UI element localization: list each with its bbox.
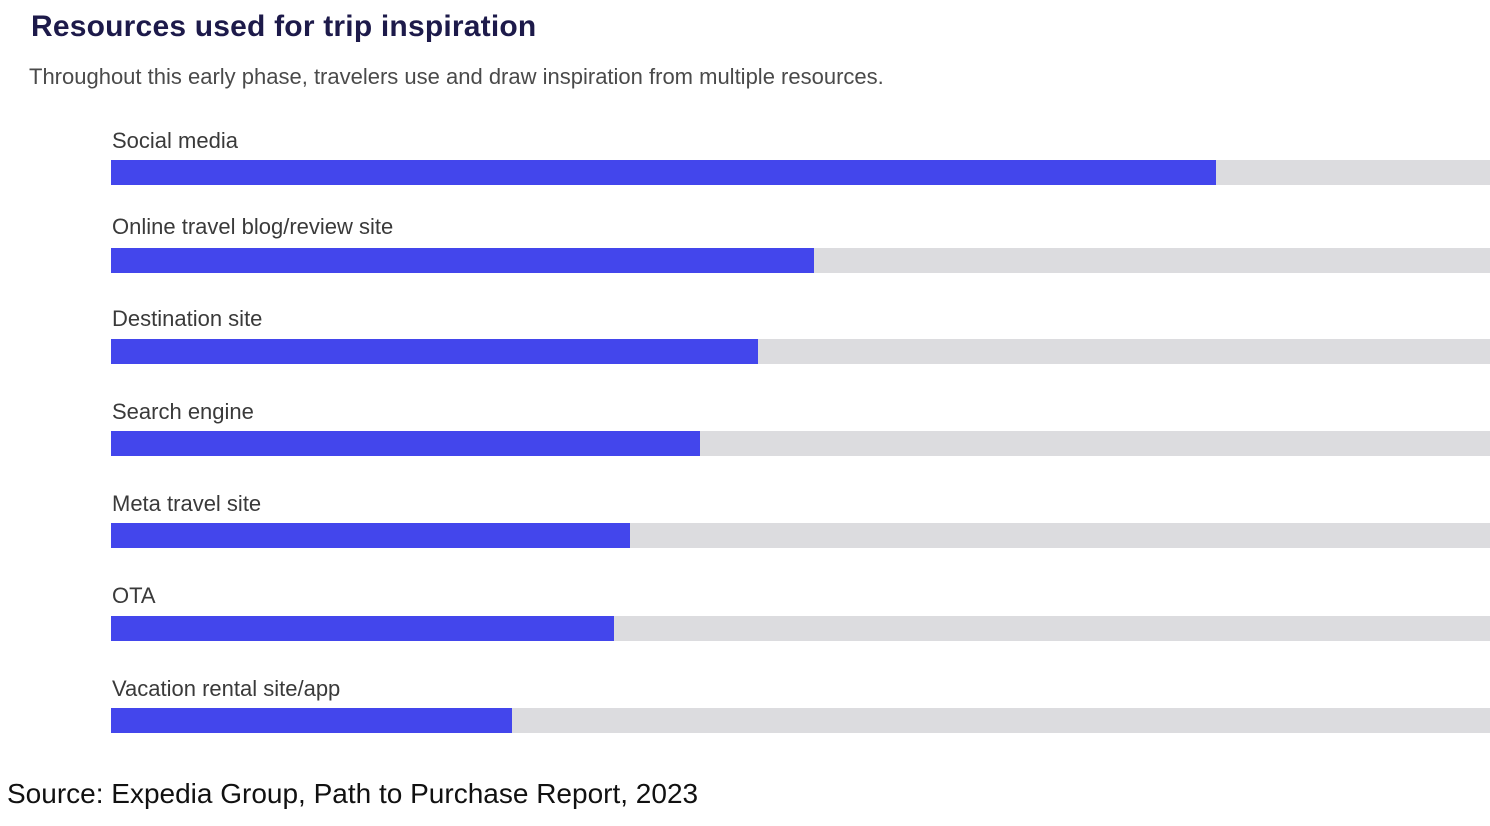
bar [111,708,512,733]
bar-label: Meta travel site [112,491,262,516]
bar-track [111,248,1490,273]
bar-label: Vacation rental site/app [112,676,341,701]
bar-chart: Social media Online travel blog/review si… [111,0,1490,760]
chart-title: Resources used for trip inspiration [31,10,537,43]
bar-label: Social media [112,128,238,153]
bar-track [111,523,1490,548]
bar-track [111,339,1490,364]
bar-track [111,708,1490,733]
bar-label: Search engine [112,399,254,424]
bar-track [111,431,1490,456]
source-caption: Source: Expedia Group, Path to Purchase … [7,778,699,809]
bar-label: OTA [112,583,156,608]
bar-track [111,160,1490,185]
bar-label: Destination site [112,306,263,331]
bar-label: Online travel blog/review site [112,214,394,239]
bar-track [111,616,1490,641]
bar [111,248,814,273]
bar [111,616,614,641]
bar [111,160,1216,185]
bar [111,523,630,548]
chart-subtitle: Throughout this early phase, travelers u… [29,64,884,89]
bar [111,339,758,364]
bar [111,431,700,456]
